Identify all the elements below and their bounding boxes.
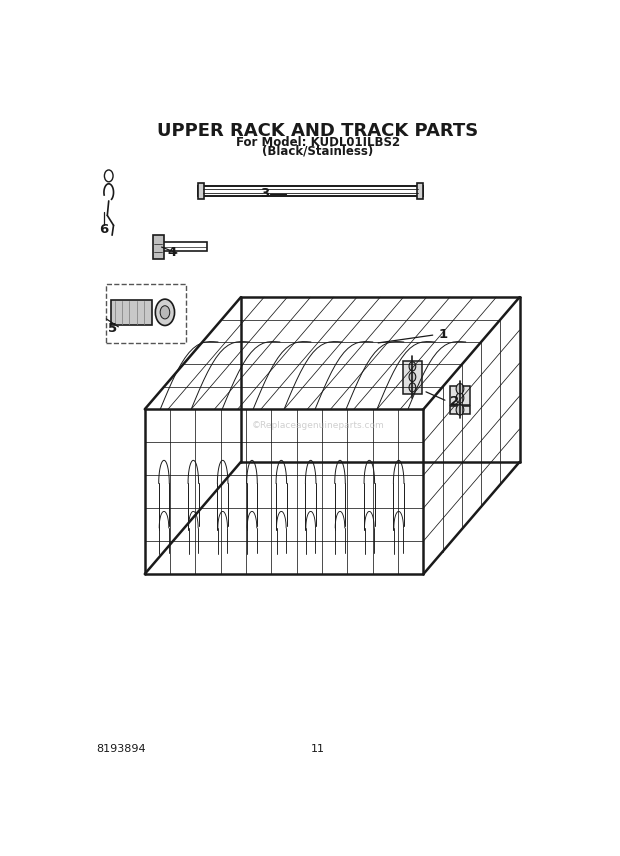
Circle shape (156, 299, 175, 325)
Text: ©Replaceagenuineparts.com: ©Replaceagenuineparts.com (251, 421, 384, 431)
Circle shape (160, 306, 170, 319)
Text: 11: 11 (311, 744, 325, 753)
Text: For Model: KUDL01ILBS2: For Model: KUDL01ILBS2 (236, 136, 400, 149)
Bar (450, 386, 470, 405)
Text: 6: 6 (99, 223, 108, 235)
Bar (111, 300, 152, 324)
Text: (Black/Stainless): (Black/Stainless) (262, 145, 373, 158)
Circle shape (456, 383, 464, 394)
Circle shape (456, 393, 464, 403)
Bar (153, 235, 164, 259)
Text: 1: 1 (438, 328, 447, 342)
Text: 5: 5 (108, 322, 117, 335)
Text: 4: 4 (167, 247, 176, 259)
Bar (198, 186, 423, 196)
Text: 2: 2 (450, 395, 459, 407)
Bar (417, 183, 423, 199)
Bar (198, 183, 205, 199)
Bar (403, 361, 422, 394)
Circle shape (409, 362, 416, 371)
Bar (107, 284, 185, 343)
Bar (450, 406, 470, 413)
Circle shape (409, 383, 416, 392)
Circle shape (456, 405, 464, 415)
Bar (162, 242, 207, 251)
Circle shape (409, 372, 416, 382)
Text: 8193894: 8193894 (97, 744, 146, 753)
Text: UPPER RACK AND TRACK PARTS: UPPER RACK AND TRACK PARTS (157, 122, 479, 140)
Text: 3: 3 (260, 187, 270, 200)
